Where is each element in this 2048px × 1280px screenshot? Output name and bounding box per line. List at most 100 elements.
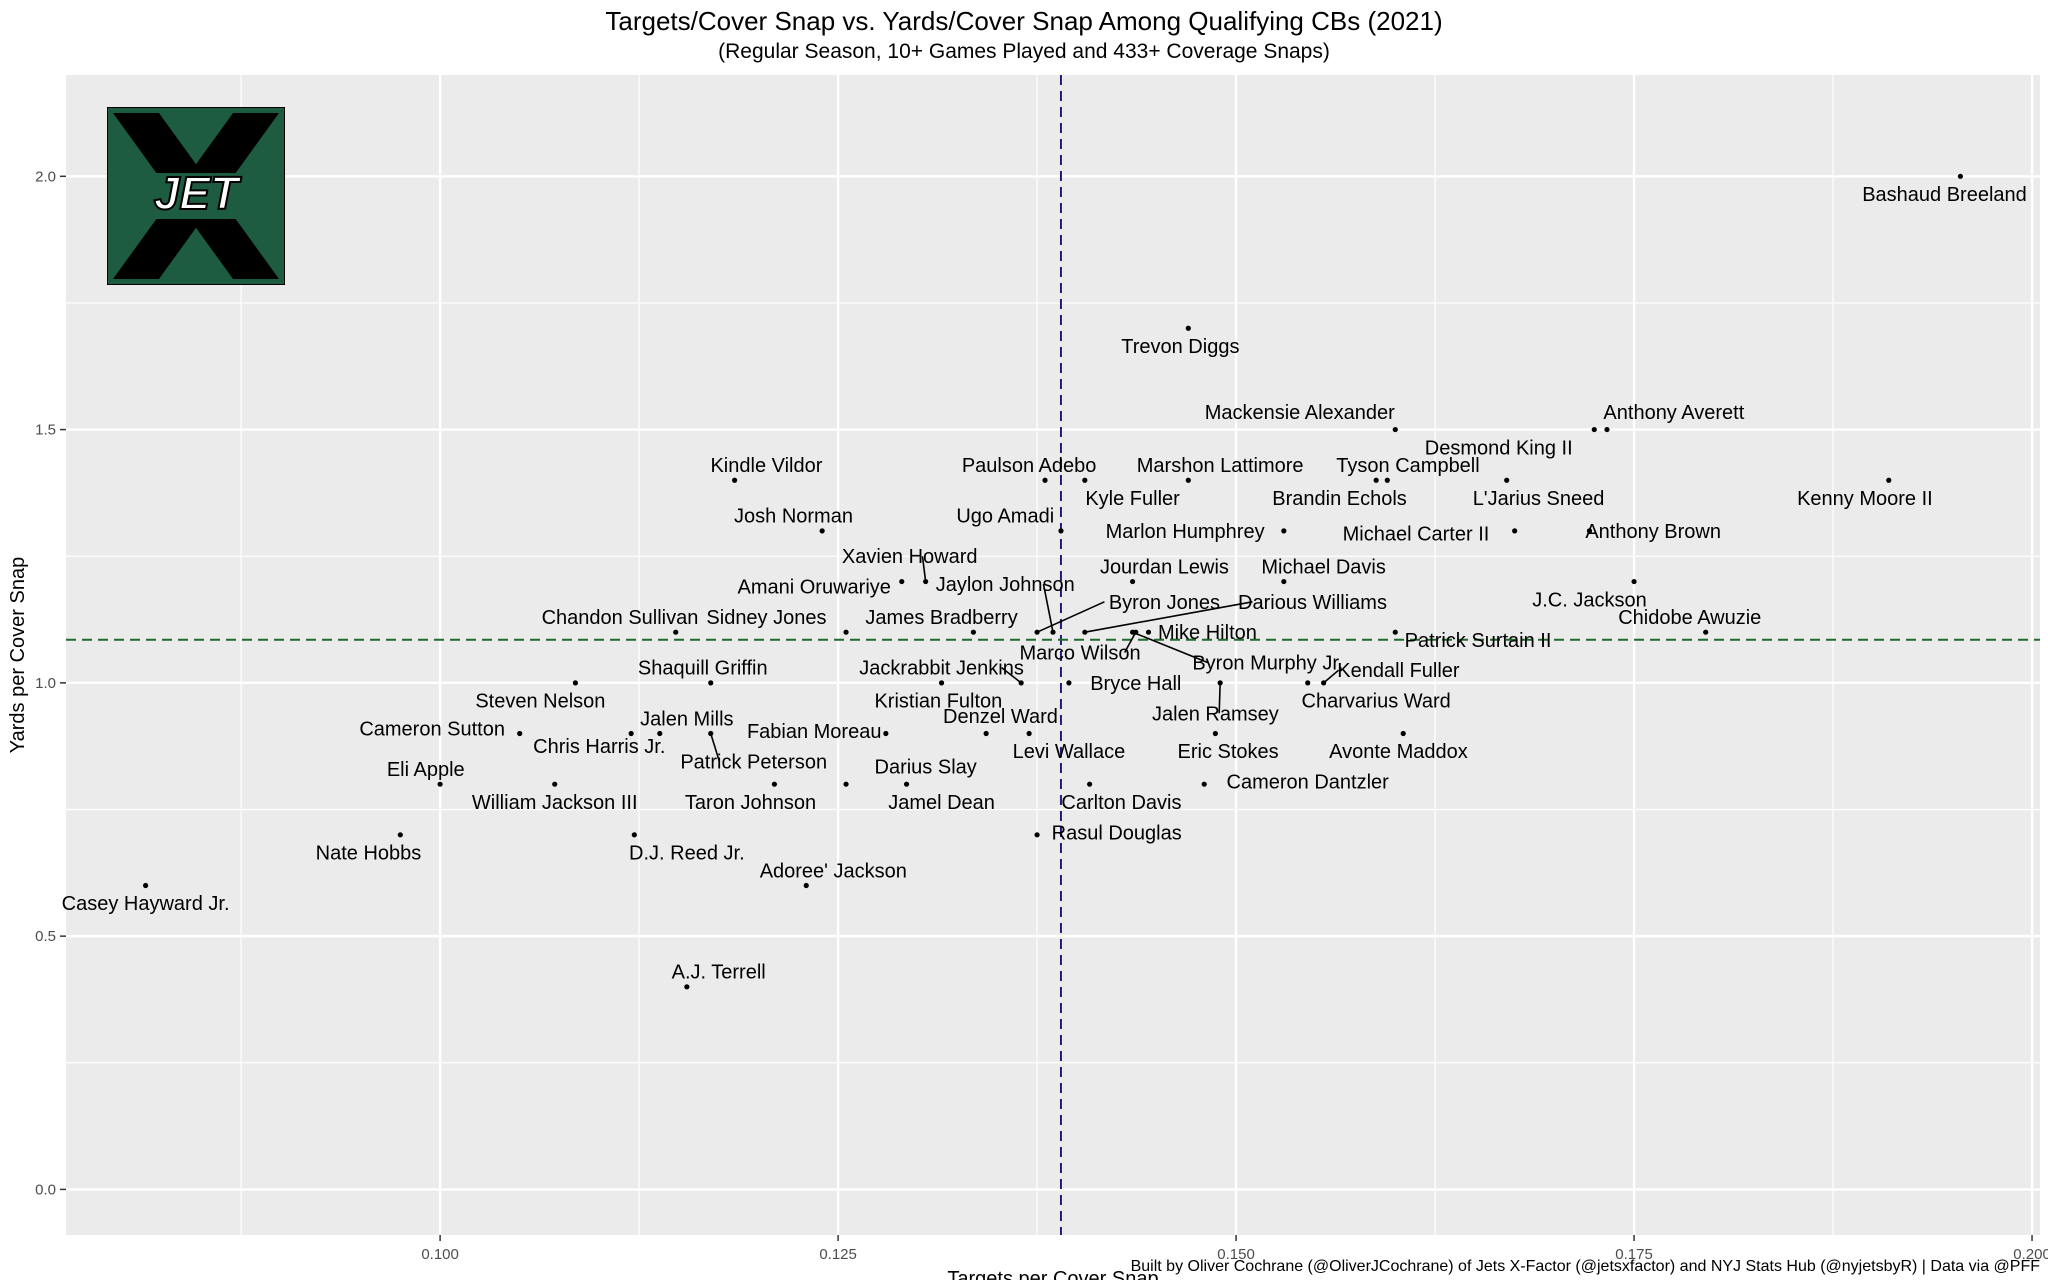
data-point — [1281, 578, 1287, 585]
point-label: Kristian Fulton — [874, 691, 1002, 713]
logo-text: JET — [154, 167, 242, 219]
point-label: Jaylon Johnson — [936, 574, 1075, 596]
label-leader-line — [709, 733, 721, 762]
point-label: Marco Wilson — [1019, 642, 1140, 664]
data-point — [1217, 680, 1223, 686]
point-label: Casey Hayward Jr. — [62, 893, 230, 915]
data-point — [970, 629, 977, 635]
data-point — [1018, 680, 1024, 686]
point-label: Paulson Adebo — [962, 455, 1097, 477]
data-point — [1281, 528, 1287, 534]
chart-subtitle: (Regular Season, 10+ Games Played and 43… — [718, 40, 1330, 63]
minor-gridlines — [66, 75, 2040, 1235]
point-label: Marlon Humphrey — [1106, 521, 1265, 543]
point-label: Adoree' Jackson — [760, 860, 907, 882]
label-leader-line — [1036, 601, 1105, 633]
point-label: Kyle Fuller — [1085, 488, 1180, 510]
data-point — [899, 578, 905, 585]
point-label: Eli Apple — [387, 759, 465, 781]
data-point — [1087, 781, 1093, 787]
point-label: Taron Johnson — [685, 792, 816, 814]
data-point — [1034, 629, 1040, 635]
data-point — [552, 781, 558, 787]
data-point — [1400, 730, 1406, 737]
data-point — [1082, 629, 1088, 635]
data-point — [1042, 477, 1048, 483]
x-tick-label: 0.125 — [819, 1246, 857, 1263]
point-label: Jalen Mills — [640, 708, 733, 730]
data-point — [938, 680, 945, 686]
point-label: Michael Davis — [1261, 556, 1385, 578]
major-gridlines — [66, 75, 2040, 1235]
data-point — [1384, 477, 1390, 483]
y-axis-ticks: 0.0 0.5 1.0 1.5 2.0 — [35, 168, 66, 1198]
point-label: Desmond King II — [1425, 437, 1573, 459]
point-label: Amani Oruwariye — [738, 577, 891, 599]
y-tick-label: 0.5 — [35, 928, 56, 945]
point-label: Fabian Moreau — [747, 721, 882, 743]
data-point — [1145, 629, 1152, 635]
point-label: Chidobe Awuzie — [1618, 607, 1761, 629]
data-point — [983, 730, 989, 737]
data-point — [1050, 629, 1056, 635]
point-label: Chandon Sullivan — [542, 607, 699, 629]
data-point — [1373, 477, 1379, 483]
data-point — [1392, 426, 1398, 433]
y-axis-label: Yards per Cover Snap — [7, 557, 29, 753]
point-label: Bashaud Breeland — [1862, 184, 2027, 206]
point-label: Charvarius Ward — [1302, 691, 1451, 713]
data-point — [732, 477, 738, 483]
point-label: Mackensie Alexander — [1205, 402, 1395, 424]
data-point — [1886, 477, 1892, 483]
data-point — [1591, 426, 1597, 433]
point-label: Chris Harris Jr. — [533, 736, 665, 758]
data-point — [843, 629, 849, 635]
point-label: Brandin Echols — [1272, 488, 1407, 510]
point-label: Denzel Ward — [943, 706, 1058, 728]
point-label: Avonte Maddox — [1329, 741, 1468, 763]
x-axis-ticks: 0.100 0.125 0.150 0.175 0.200 — [421, 1235, 2048, 1263]
point-label: L'Jarius Sneed — [1473, 488, 1605, 510]
point-label: Kenny Moore II — [1797, 488, 1933, 510]
data-point — [684, 984, 690, 990]
x-tick-label: 0.175 — [1615, 1246, 1653, 1263]
label-leader-line — [1042, 583, 1054, 633]
data-point — [572, 680, 579, 686]
point-label: Michael Carter II — [1343, 523, 1490, 545]
point-label: Eric Stokes — [1178, 741, 1279, 763]
data-point — [1957, 173, 1964, 179]
data-point — [771, 781, 778, 787]
data-point — [1212, 730, 1218, 737]
data-point — [1703, 629, 1709, 635]
point-label: Marshon Lattimore — [1137, 455, 1304, 477]
data-point — [708, 680, 714, 686]
data-point — [1185, 325, 1191, 331]
point-label: Josh Norman — [734, 506, 853, 528]
data-point — [1305, 680, 1311, 686]
point-label: Shaquill Griffin — [638, 658, 768, 680]
y-tick-label: 1.0 — [35, 675, 56, 692]
point-label: Xavien Howard — [842, 546, 978, 568]
point-label: Jalen Ramsey — [1152, 703, 1279, 725]
data-point — [628, 730, 634, 737]
x-tick-label: 0.150 — [1217, 1246, 1255, 1263]
label-leader-line — [1001, 667, 1022, 684]
data-point — [1082, 477, 1088, 483]
point-label: Darius Slay — [875, 756, 977, 778]
y-tick-label: 1.5 — [35, 422, 56, 439]
data-point — [657, 730, 663, 737]
data-point — [673, 629, 679, 635]
point-label: Cameron Sutton — [359, 718, 505, 740]
point-label: Cameron Dantzler — [1227, 772, 1390, 794]
x-tick-label: 0.200 — [2013, 1246, 2048, 1263]
data-point — [1392, 629, 1398, 635]
y-tick-label: 0.0 — [35, 1181, 56, 1198]
data-point — [803, 882, 809, 889]
point-label: Byron Jones — [1109, 592, 1220, 614]
data-point — [903, 781, 910, 787]
data-point — [1512, 528, 1518, 534]
point-label: Trevon Diggs — [1121, 336, 1239, 358]
point-label: William Jackson III — [472, 792, 638, 814]
data-point — [1631, 578, 1637, 585]
